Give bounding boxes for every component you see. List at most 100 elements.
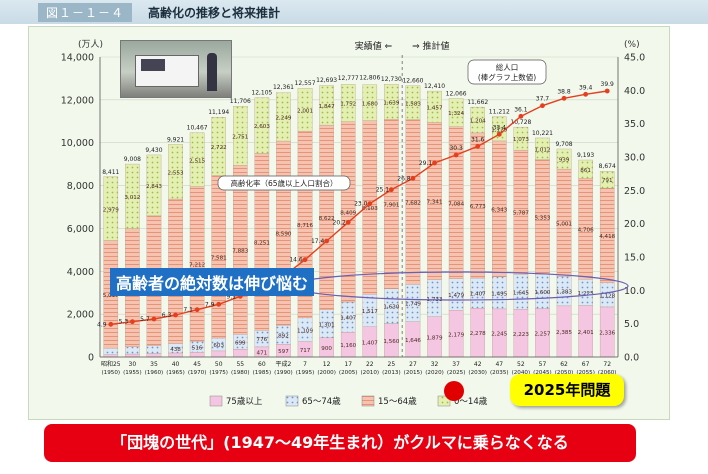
x-tick-sublabel: (1960) bbox=[145, 370, 164, 376]
x-tick-sublabel: (2035) bbox=[490, 370, 509, 376]
figure-header: 図１－１－４ 高齢化の推移と将来推計 bbox=[0, 0, 708, 24]
value-label-65-74: 1,495 bbox=[491, 291, 507, 297]
value-label-15-64: 6,773 bbox=[470, 204, 486, 210]
rate-point bbox=[388, 187, 394, 193]
y2-tick-label: 45.0 bbox=[624, 53, 645, 64]
value-label-65-74: 892 bbox=[278, 333, 289, 339]
x-tick-label: 昭和25 bbox=[101, 360, 121, 368]
bar-segment-75-plus bbox=[189, 352, 205, 358]
total-label: 9,430 bbox=[145, 147, 162, 154]
x-tick-sublabel: (1980) bbox=[231, 370, 250, 376]
value-label-75-plus: 2,223 bbox=[513, 332, 529, 338]
value-label-75-plus: 1,407 bbox=[362, 341, 378, 347]
total-label: 10,467 bbox=[187, 125, 208, 132]
value-label-0-14: 939 bbox=[559, 158, 570, 164]
value-label-0-14: 1,847 bbox=[319, 104, 335, 110]
value-label-0-14: 1,583 bbox=[405, 101, 421, 107]
x-tick-sublabel: (1970) bbox=[188, 370, 207, 376]
bar-segment-75-plus bbox=[168, 352, 183, 358]
x-tick-sublabel: (2015) bbox=[404, 370, 423, 376]
rate-point bbox=[216, 301, 222, 307]
x-tick-label: 52 bbox=[517, 361, 525, 368]
x-tick-sublabel: (2055) bbox=[576, 370, 595, 376]
rate-label: 14.6 bbox=[289, 257, 303, 264]
x-tick-label: 72 bbox=[603, 361, 611, 368]
actual-label: 実績値 ⇐ bbox=[355, 40, 393, 52]
rate-point bbox=[367, 201, 373, 207]
rate-label: 33.4 bbox=[493, 124, 507, 131]
rate-label: 29.1 bbox=[419, 160, 433, 167]
bar-segment-65-74 bbox=[103, 347, 119, 355]
rate-point bbox=[561, 95, 567, 101]
value-label-15-64: 8,716 bbox=[297, 223, 313, 229]
value-label-0-14: 791 bbox=[602, 178, 613, 184]
x-tick-sublabel: (2013) bbox=[382, 370, 401, 376]
value-label-0-14: 3,012 bbox=[124, 195, 140, 201]
value-label-0-14: 861 bbox=[580, 168, 591, 174]
total-label: 12,105 bbox=[251, 90, 272, 97]
x-tick-sublabel: (2020) bbox=[425, 370, 444, 376]
value-label-15-64: 7,341 bbox=[427, 200, 443, 206]
legend-label: 15～64歳 bbox=[378, 396, 417, 407]
total-label: 8,411 bbox=[102, 169, 119, 176]
total-note-box bbox=[467, 59, 547, 85]
y2-tick-label: 20.0 bbox=[624, 219, 645, 230]
total-label: 12,361 bbox=[273, 84, 294, 91]
bar-segment-65-74 bbox=[125, 346, 140, 355]
rate-label: 5.7 bbox=[140, 316, 150, 323]
value-label-65-74: 1,479 bbox=[448, 293, 464, 299]
total-label: 11,706 bbox=[230, 98, 251, 105]
rate-label: 20.2 bbox=[333, 219, 347, 226]
x-tick-sublabel: (1995) bbox=[296, 370, 315, 376]
bar-segment-0-14 bbox=[276, 92, 291, 142]
figure-number: 図１－１－４ bbox=[38, 3, 133, 22]
truck-photo bbox=[120, 40, 232, 98]
total-label: 12,777 bbox=[338, 75, 359, 82]
legend-label: 75歳以上 bbox=[226, 396, 263, 407]
y2-tick-label: 30.0 bbox=[624, 153, 645, 164]
value-label-75-plus: 2,245 bbox=[491, 332, 507, 338]
rate-label: 7.1 bbox=[183, 307, 193, 314]
x-tick-label: 37 bbox=[452, 361, 460, 368]
bar-segment-0-14 bbox=[103, 176, 119, 241]
rate-label: 9.1 bbox=[227, 293, 237, 300]
bar-segment-75-plus bbox=[125, 353, 140, 358]
total-label: 9,193 bbox=[577, 152, 594, 159]
value-label-75-plus: 2,257 bbox=[534, 331, 550, 337]
x-tick-label: 62 bbox=[560, 361, 568, 368]
value-label-65-74: 1,630 bbox=[383, 305, 399, 311]
bar-segment-0-14 bbox=[427, 90, 442, 123]
value-label-15-64: 8,590 bbox=[275, 232, 291, 238]
x-tick-label: 47 bbox=[495, 361, 503, 368]
x-tick-label: 67 bbox=[582, 361, 590, 368]
total-label: 12,557 bbox=[295, 80, 316, 87]
value-label-0-14: 1,680 bbox=[362, 101, 378, 107]
rate-point bbox=[108, 321, 114, 327]
total-label: 10,728 bbox=[510, 119, 531, 126]
value-label-75-plus: 2,278 bbox=[470, 331, 486, 337]
rate-point bbox=[129, 319, 135, 325]
legend-swatch bbox=[209, 395, 223, 407]
y-tick-label: 2,000 bbox=[67, 310, 94, 321]
value-label-65-74: 516 bbox=[192, 345, 203, 351]
x-tick-sublabel: (2040) bbox=[512, 370, 531, 376]
x-tick-sublabel: (1975) bbox=[209, 370, 228, 376]
total-label: 12,660 bbox=[402, 78, 423, 85]
total-label: 8,674 bbox=[599, 163, 616, 170]
value-label-65-74: 1,407 bbox=[340, 316, 356, 322]
total-label: 12,806 bbox=[359, 75, 380, 82]
rate-point bbox=[173, 312, 178, 318]
x-tick-sublabel: (1990) bbox=[274, 370, 293, 376]
value-label-65-74: 1,225 bbox=[578, 291, 594, 297]
y2-tick-label: 15.0 bbox=[624, 253, 645, 264]
bar-segment-0-14 bbox=[319, 85, 334, 126]
y-tick-label: 8,000 bbox=[67, 181, 94, 192]
rate-label-box bbox=[217, 175, 351, 191]
value-label-15-64: 6,343 bbox=[491, 207, 507, 213]
x-tick-sublabel: (2045) bbox=[533, 370, 552, 376]
bar-segment-0-14 bbox=[233, 106, 248, 166]
y-tick-label: 14,000 bbox=[61, 53, 94, 64]
value-label-75-plus: 2,401 bbox=[578, 330, 594, 336]
rate-label: 6.3 bbox=[162, 312, 172, 319]
rate-point bbox=[194, 307, 200, 313]
